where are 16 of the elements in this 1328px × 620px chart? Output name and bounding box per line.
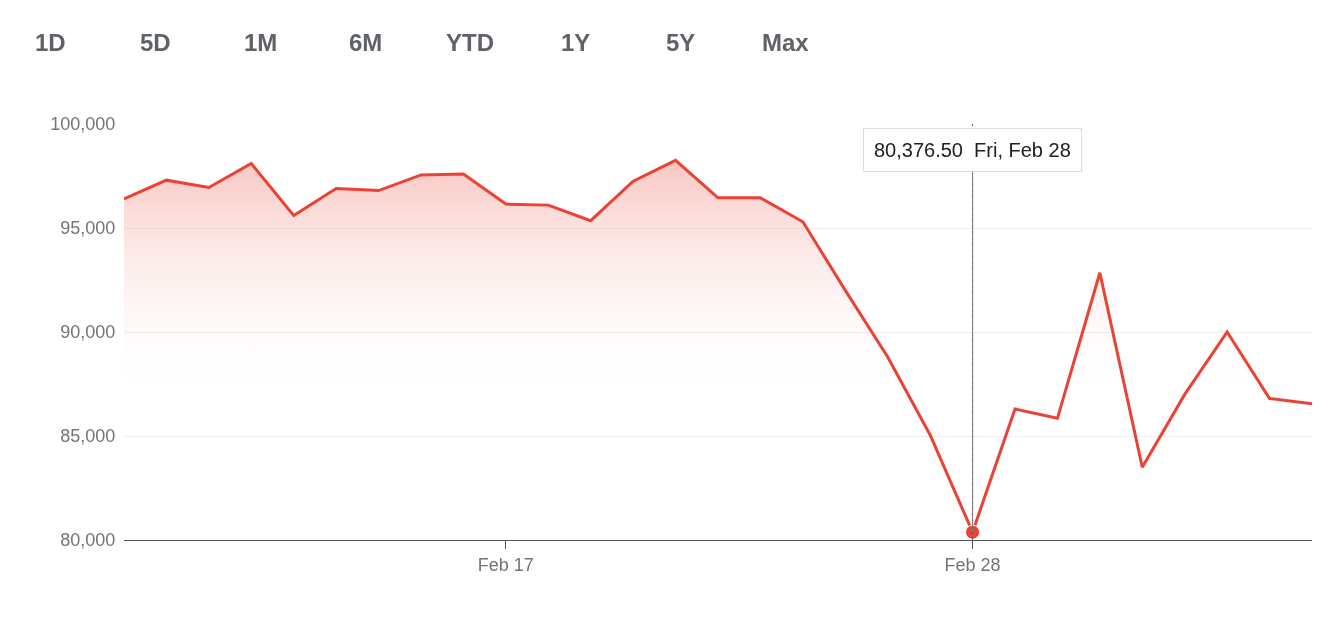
text: 1D — [35, 29, 66, 56]
x-tick-label: Feb 28 — [944, 554, 1001, 575]
y-tick-label: 80,000 — [60, 530, 116, 551]
y-tick-label: 90,000 — [60, 322, 116, 343]
text: 6M — [349, 29, 383, 56]
text: Max — [762, 29, 810, 56]
y-tick-label: 95,000 — [60, 218, 116, 239]
text: YTD — [446, 29, 494, 56]
text: 1Y — [561, 29, 591, 56]
y-tick-label: 85,000 — [60, 426, 116, 447]
text: 1M — [244, 29, 278, 56]
y-tick-label: 100,000 — [50, 114, 116, 135]
annotation: 80,376.50 Fri, Feb 28 — [874, 139, 1071, 161]
text: 5D — [140, 29, 171, 56]
x-tick-label: Feb 17 — [477, 554, 534, 575]
text: 5Y — [666, 29, 696, 56]
